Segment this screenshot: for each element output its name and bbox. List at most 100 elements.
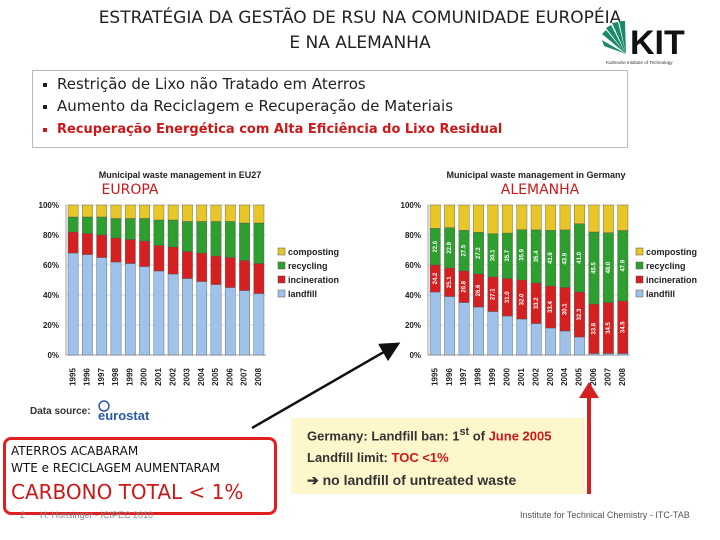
bar-landfill bbox=[239, 290, 250, 356]
bar-composting bbox=[67, 204, 79, 218]
bar-incineration bbox=[210, 255, 222, 285]
x-tick-label: 1998 bbox=[474, 368, 483, 386]
data-label: 45.5 bbox=[592, 262, 598, 274]
data-label: 33.8 bbox=[592, 322, 598, 334]
bar-composting bbox=[167, 204, 179, 221]
legend-label: recycling bbox=[646, 261, 686, 271]
bar-landfill bbox=[429, 291, 441, 356]
bar-composting bbox=[239, 204, 250, 224]
x-tick-label: 2003 bbox=[183, 368, 192, 386]
data-source-label: Data source: bbox=[30, 406, 91, 417]
bar-recycling bbox=[139, 218, 150, 242]
x-tick-label: 1996 bbox=[445, 368, 454, 386]
bar-recycling bbox=[239, 222, 250, 261]
x-tick-label: 1996 bbox=[83, 368, 92, 386]
y-tick-label: 40% bbox=[43, 291, 59, 300]
title-line-2: E NA ALEMANHA bbox=[289, 33, 431, 53]
bar-composting bbox=[124, 204, 136, 219]
germany-line-2-b: TOC <1% bbox=[391, 450, 449, 465]
bar-landfill bbox=[574, 336, 585, 356]
y-tick-label: 0% bbox=[409, 351, 421, 360]
kit-logo-text: KIT bbox=[630, 24, 685, 62]
page-number: 2 bbox=[20, 510, 26, 520]
callout-line-2: WTE e RECICLAGEM AUMENTARAM bbox=[11, 461, 220, 475]
x-tick-label: 1997 bbox=[97, 368, 106, 386]
callout-line-1: ATERROS ACABARAM bbox=[11, 444, 139, 458]
bar-recycling bbox=[182, 221, 193, 252]
y-tick-label: 100% bbox=[39, 201, 59, 210]
bar-incineration bbox=[139, 240, 150, 267]
x-tick-label: 1999 bbox=[488, 368, 497, 386]
germany-line-2: Landfill limit: TOC <1% bbox=[307, 450, 449, 465]
x-tick-label: 2004 bbox=[197, 368, 206, 386]
legend-label: incineration bbox=[288, 275, 339, 285]
data-label: 35.7 bbox=[505, 249, 511, 261]
page-title: ESTRATÉGIA DA GESTÃO DE RSU NA COMUNIDAD… bbox=[0, 6, 720, 56]
bar-landfill bbox=[473, 306, 484, 356]
y-tick-label: 20% bbox=[405, 321, 421, 330]
bar-recycling bbox=[153, 219, 165, 246]
bar-recycling bbox=[67, 216, 79, 233]
x-tick-label: 2002 bbox=[168, 368, 177, 386]
bullet-text: Restrição de Lixo não Tratado em Aterros bbox=[57, 75, 366, 93]
legend-swatch bbox=[277, 247, 286, 256]
bar-composting bbox=[545, 204, 557, 231]
data-label: 43.9 bbox=[563, 252, 569, 264]
charts-area: Municipal waste management in EU27 EUROPA… bbox=[39, 170, 697, 386]
legend-swatch bbox=[635, 289, 644, 298]
data-label: 33.2 bbox=[534, 297, 540, 309]
data-label: 26.8 bbox=[462, 280, 468, 292]
bullet-item: Restrição de Lixo não Tratado em Aterros bbox=[43, 75, 366, 93]
bullet-text: Recuperação Energética com Alta Eficiênc… bbox=[57, 122, 503, 137]
bar-incineration bbox=[67, 231, 79, 254]
data-label: 41.9 bbox=[548, 252, 554, 264]
bar-landfill bbox=[588, 353, 600, 356]
footer-institute: Institute for Technical Chemistry - ITC-… bbox=[520, 510, 690, 520]
bar-landfill bbox=[139, 266, 150, 356]
data-label: 27.2 bbox=[476, 247, 482, 259]
bar-recycling bbox=[224, 221, 236, 258]
bullet-box: Restrição de Lixo não Tratado em Aterros… bbox=[32, 70, 628, 148]
data-label: 35.9 bbox=[519, 248, 525, 260]
legend-swatch bbox=[277, 261, 286, 270]
bar-incineration bbox=[182, 251, 193, 279]
x-tick-label: 2008 bbox=[618, 368, 627, 386]
bar-composting bbox=[530, 204, 542, 231]
bar-landfill bbox=[559, 330, 571, 356]
y-tick-label: 80% bbox=[405, 231, 421, 240]
bar-recycling bbox=[167, 219, 179, 248]
chart-title: Municipal waste management in EU27 bbox=[99, 170, 262, 180]
data-label: 30.1 bbox=[491, 249, 497, 261]
bar-recycling bbox=[110, 218, 122, 239]
bar-landfill bbox=[124, 263, 136, 356]
germany-line-1-d: June 2005 bbox=[488, 428, 552, 444]
bar-composting bbox=[96, 204, 108, 218]
bullet-dot-icon bbox=[43, 127, 47, 132]
bar-landfill bbox=[110, 261, 122, 356]
x-tick-label: 2002 bbox=[531, 368, 540, 386]
germany-line-1-b: : Landfill ban: 1 bbox=[363, 428, 460, 444]
legend-swatch bbox=[635, 275, 644, 284]
bar-composting bbox=[473, 204, 484, 233]
bullet-dot-icon bbox=[43, 104, 47, 109]
bar-landfill bbox=[458, 302, 470, 356]
x-tick-label: 2007 bbox=[603, 368, 612, 386]
bar-landfill bbox=[82, 254, 93, 356]
bar-recycling bbox=[196, 221, 208, 254]
bar-composting bbox=[617, 204, 629, 231]
bar-composting bbox=[559, 204, 571, 231]
germany-line-3: ➔ no landfill of untreated waste bbox=[307, 472, 517, 488]
bar-landfill bbox=[501, 315, 513, 356]
eurostat-logo-text: eurostat bbox=[98, 408, 150, 423]
x-tick-label: 1997 bbox=[459, 368, 468, 386]
x-tick-label: 2005 bbox=[211, 368, 220, 386]
x-tick-label: 1999 bbox=[125, 368, 134, 386]
x-tick-label: 2006 bbox=[225, 368, 234, 386]
bar-incineration bbox=[96, 234, 108, 258]
x-tick-label: 2004 bbox=[560, 368, 569, 386]
y-tick-label: 100% bbox=[401, 201, 421, 210]
bar-incineration bbox=[167, 246, 179, 275]
y-tick-label: 0% bbox=[47, 351, 59, 360]
bar-landfill bbox=[516, 318, 528, 356]
bar-landfill bbox=[210, 284, 222, 356]
